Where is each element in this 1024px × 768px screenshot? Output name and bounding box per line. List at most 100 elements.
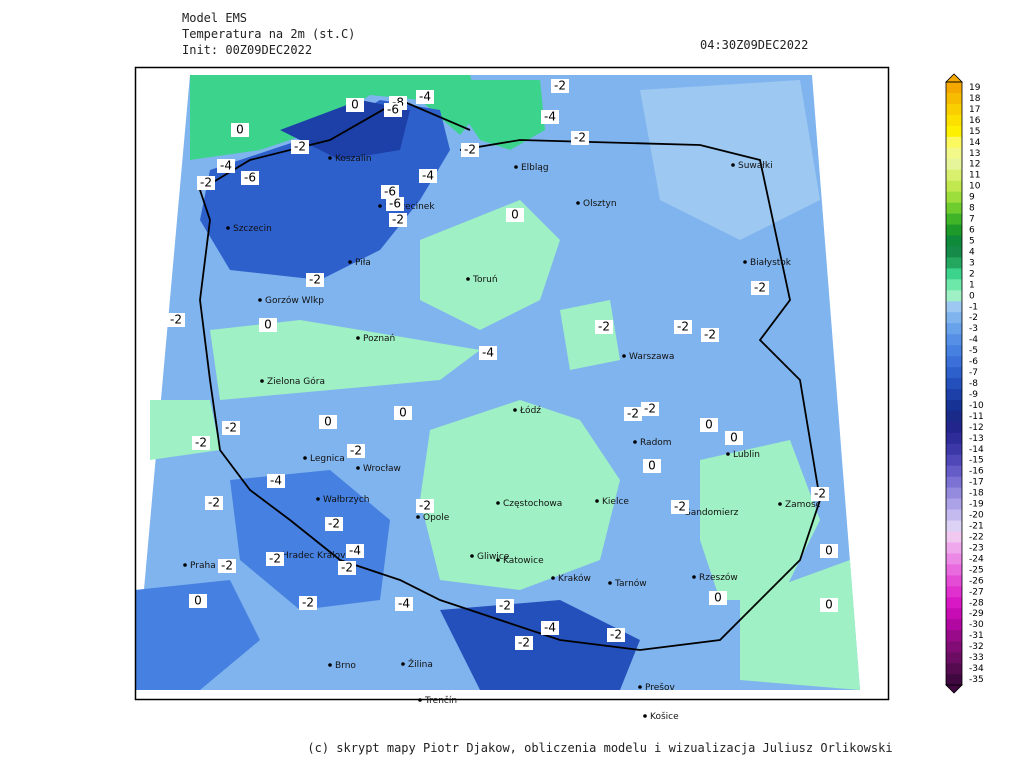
city-dot (633, 440, 637, 444)
colorbar-cell (946, 674, 962, 686)
colorbar-label: 3 (969, 258, 975, 268)
contour-label-box (347, 444, 365, 458)
city-dot (622, 354, 626, 358)
map-area (136, 75, 860, 690)
contour-label-box (167, 313, 185, 327)
colorbar-cell (946, 224, 962, 236)
contour-label: -2 (574, 131, 586, 145)
sea (440, 80, 545, 150)
colorbar-cell (946, 553, 962, 565)
contour-label: -2 (499, 599, 511, 613)
contour-label-box (306, 273, 324, 287)
contour-label-box (231, 123, 249, 137)
colorbar-label: -24 (969, 554, 984, 564)
city-name: Košice (650, 711, 679, 722)
colorbar-label: 5 (969, 236, 975, 246)
city-dot (226, 226, 230, 230)
city-dot (258, 298, 262, 302)
contour-label-box (541, 621, 559, 635)
colorbar-label: 2 (969, 269, 975, 279)
contour-label-box (291, 140, 309, 154)
city-name: Opole (423, 513, 450, 523)
contour-label-box (384, 103, 402, 117)
city-dot (356, 336, 360, 340)
colorbar-cell (946, 619, 962, 631)
contour-label: -2 (341, 561, 353, 575)
colorbar-cell (946, 301, 962, 313)
contour-label-box (299, 596, 317, 610)
colorbar-cell (946, 663, 962, 675)
contour-label: -2 (754, 281, 766, 295)
colorbar-label: -30 (969, 620, 984, 630)
colorbar-cell (946, 388, 962, 401)
contour-label: -6 (384, 185, 396, 199)
colorbar-label: -35 (969, 675, 984, 685)
contour-label: -2 (814, 487, 826, 501)
city-dot (416, 515, 420, 519)
contour-label: -2 (225, 421, 237, 435)
contour-label-box (551, 79, 569, 93)
contour-label: 0 (648, 459, 656, 473)
field-name: Temperatura na 2m (st.C) (182, 27, 355, 41)
colorbar-cell (946, 378, 962, 390)
colorbar-cell (946, 498, 962, 510)
warm-area (420, 200, 560, 330)
colorbar-cell (946, 257, 962, 269)
contour-label-box (701, 328, 719, 342)
contour-label-box (222, 421, 240, 435)
colorbar-label: -31 (969, 631, 984, 641)
colorbar-cell (946, 356, 962, 368)
colorbar-cell (946, 443, 962, 456)
contour-label-box (416, 499, 434, 513)
colorbar-label: -22 (969, 532, 984, 542)
colorbar-label: -34 (969, 664, 984, 674)
colorbar-cell (946, 92, 962, 105)
colorbar-label: -23 (969, 543, 984, 553)
map-frame (134, 66, 890, 701)
colorbar-label: 8 (969, 204, 975, 214)
overlay: 191817161514131211109876543210-1-2-3-4-5… (167, 73, 984, 722)
colorbar-cell (946, 564, 962, 576)
city-dot (778, 502, 782, 506)
contour-label-box (479, 346, 497, 360)
contour-label-box (541, 110, 559, 124)
contour-label-box (386, 197, 404, 211)
colorbar-label: -13 (969, 434, 984, 444)
contour-label: -2 (170, 313, 182, 327)
city-dot (260, 379, 264, 383)
contour-label: -2 (598, 320, 610, 334)
colorbar-cell (946, 432, 962, 445)
colorbar-cell (946, 597, 962, 609)
colorbar-label: 14 (969, 138, 981, 148)
colorbar-cell (946, 180, 962, 192)
city-name: Zielona Góra (267, 376, 325, 387)
city-dot (595, 499, 599, 503)
city-name: Elbląg (521, 163, 549, 173)
city-name: Trenčín (424, 695, 457, 706)
colorbar-label: 11 (969, 171, 980, 181)
colorbar-cell (946, 213, 962, 225)
colorbar-cell (946, 169, 962, 181)
contour-label: -6 (387, 103, 399, 117)
colorbar-cell (946, 608, 962, 620)
contour-label-box (643, 459, 661, 473)
colorbar-cell (946, 465, 962, 477)
contour-label-box (259, 318, 277, 332)
colorbar-cell (946, 630, 962, 642)
colorbar-cell (946, 191, 962, 203)
colorbar-label: -27 (969, 587, 984, 597)
contour-label-box (241, 171, 259, 185)
colorbar-cell (946, 114, 962, 127)
contour-label: 0 (324, 415, 332, 429)
city-dot (183, 563, 187, 567)
city-name: Lublin (733, 450, 760, 460)
colorbar-label: -5 (969, 346, 978, 356)
city-dot (576, 201, 580, 205)
colorbar-cell (946, 158, 962, 171)
colorbar-cell (946, 125, 962, 138)
contour-label: 0 (264, 318, 272, 332)
contour-label: 0 (399, 406, 407, 420)
warm-area (420, 400, 620, 590)
